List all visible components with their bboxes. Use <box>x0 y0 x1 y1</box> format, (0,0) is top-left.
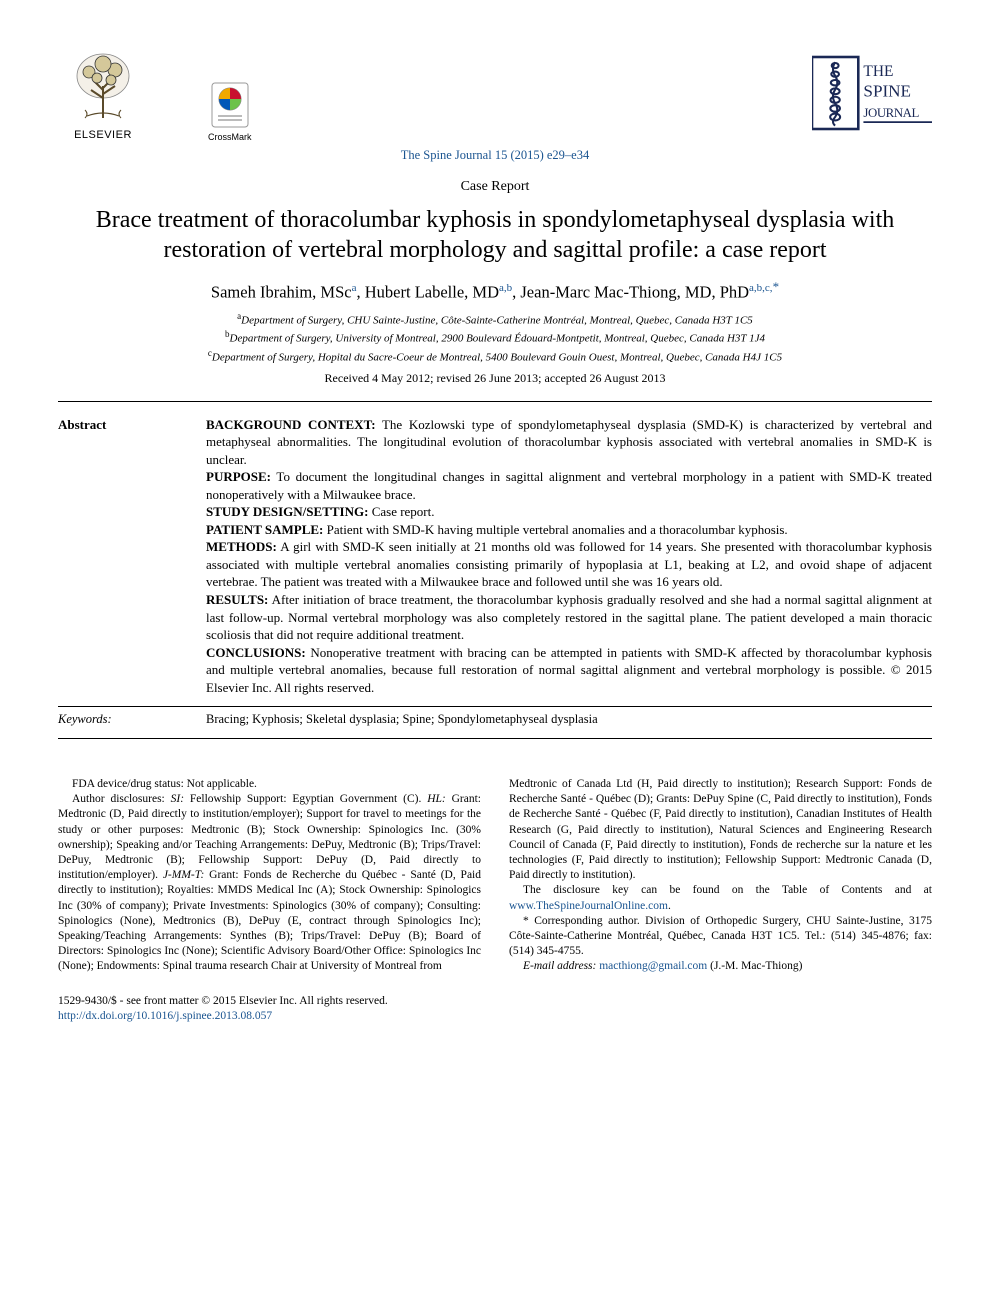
author-disclosures: Author disclosures: SI: Fellowship Suppo… <box>58 792 481 974</box>
fda-status: FDA device/drug status: Not applicable. <box>58 777 481 792</box>
article-title: Brace treatment of thoracolumbar kyphosi… <box>88 205 902 266</box>
hl-label: HL: <box>427 793 446 805</box>
author-3-affil[interactable]: a,b,c, <box>749 282 773 294</box>
email-link[interactable]: macthiong@gmail.com <box>599 960 707 972</box>
abs-sample: Patient with SMD-K having multiple verte… <box>323 522 787 537</box>
svg-text:THE: THE <box>863 63 893 80</box>
spine-journal-logo-icon: THE SPINE JOURNAL <box>812 48 932 138</box>
journal-logo: THE SPINE JOURNAL <box>812 48 932 143</box>
disclosure-key-link[interactable]: www.TheSpineJournalOnline.com <box>509 900 668 912</box>
si-label: SI: <box>171 793 184 805</box>
rule-bottom <box>58 738 932 739</box>
corresponding-author: * Corresponding author. Division of Orth… <box>509 914 932 960</box>
abs-sample-h: PATIENT SAMPLE: <box>206 522 323 537</box>
author-3: Jean-Marc Mac-Thiong, MD, PhD <box>520 283 749 302</box>
jmt-label: J-MM-T: <box>163 869 205 881</box>
keywords-text: Bracing; Kyphosis; Skeletal dysplasia; S… <box>206 711 598 728</box>
affil-b: Department of Surgery, University of Mon… <box>230 333 765 345</box>
elsevier-label: ELSEVIER <box>74 128 132 143</box>
si-text: Fellowship Support: Egyptian Government … <box>184 793 427 805</box>
author-1: Sameh Ibrahim, MSc <box>211 283 352 302</box>
affil-a: Department of Surgery, CHU Sainte-Justin… <box>241 314 753 326</box>
abstract-label: Abstract <box>58 416 206 434</box>
doi-link[interactable]: http://dx.doi.org/10.1016/j.spinee.2013.… <box>58 1009 932 1024</box>
elsevier-tree-icon <box>67 48 139 126</box>
hl-text: Grant: Medtronic (D, Paid directly to in… <box>58 793 481 881</box>
abstract-block: Abstract BACKGROUND CONTEXT: The Kozlows… <box>58 402 932 707</box>
abs-purpose-h: PURPOSE: <box>206 469 271 484</box>
affiliations: aDepartment of Surgery, CHU Sainte-Justi… <box>58 310 932 366</box>
abs-background-h: BACKGROUND CONTEXT: <box>206 417 376 432</box>
abs-results-h: RESULTS: <box>206 592 268 607</box>
crossmark-icon <box>210 81 250 129</box>
abs-design-h: STUDY DESIGN/SETTING: <box>206 504 368 519</box>
footnotes: FDA device/drug status: Not applicable. … <box>58 777 932 974</box>
keywords-label: Keywords: <box>58 711 206 728</box>
footnote-col-left: FDA device/drug status: Not applicable. … <box>58 777 481 974</box>
abs-conclusions: Nonoperative treatment with bracing can … <box>206 645 932 695</box>
corresponding-author-star[interactable]: * <box>773 279 780 294</box>
svg-text:SPINE: SPINE <box>863 81 911 100</box>
copyright-block: 1529-9430/$ - see front matter © 2015 El… <box>58 994 932 1024</box>
footnote-col-right: Medtronic of Canada Ltd (H, Paid directl… <box>509 777 932 974</box>
article-type: Case Report <box>58 178 932 197</box>
affil-c: Department of Surgery, Hopital du Sacre-… <box>212 351 782 363</box>
abs-design: Case report. <box>368 504 434 519</box>
citation-line[interactable]: The Spine Journal 15 (2015) e29–e34 <box>58 147 932 164</box>
author-2: Hubert Labelle, MD <box>365 283 499 302</box>
abs-conclusions-h: CONCLUSIONS: <box>206 645 306 660</box>
email-line: E-mail address: macthiong@gmail.com (J.-… <box>509 959 932 974</box>
author-list: Sameh Ibrahim, MSca, Hubert Labelle, MDa… <box>58 278 932 304</box>
author-2-affil[interactable]: a,b <box>499 282 512 294</box>
svg-text:JOURNAL: JOURNAL <box>863 106 919 120</box>
issn-line: 1529-9430/$ - see front matter © 2015 El… <box>58 994 932 1009</box>
disclosures-cont: Medtronic of Canada Ltd (H, Paid directl… <box>509 777 932 883</box>
abs-purpose: To document the longitudinal changes in … <box>206 469 932 502</box>
abs-results: After initiation of brace treatment, the… <box>206 592 932 642</box>
header-row: ELSEVIER CrossMark <box>58 48 932 143</box>
crossmark-badge[interactable]: CrossMark <box>208 81 252 143</box>
author-1-affil[interactable]: a <box>352 282 357 294</box>
abs-methods-h: METHODS: <box>206 539 277 554</box>
elsevier-logo: ELSEVIER <box>58 48 148 143</box>
jmt-text: Grant: Fonds de Recherche du Québec - Sa… <box>58 869 481 972</box>
crossmark-label: CrossMark <box>208 131 252 143</box>
disclosure-key: The disclosure key can be found on the T… <box>509 883 932 913</box>
abs-methods: A girl with SMD-K seen initially at 21 m… <box>206 539 932 589</box>
article-dates: Received 4 May 2012; revised 26 June 201… <box>58 370 932 386</box>
keywords-row: Keywords: Bracing; Kyphosis; Skeletal dy… <box>58 707 932 738</box>
